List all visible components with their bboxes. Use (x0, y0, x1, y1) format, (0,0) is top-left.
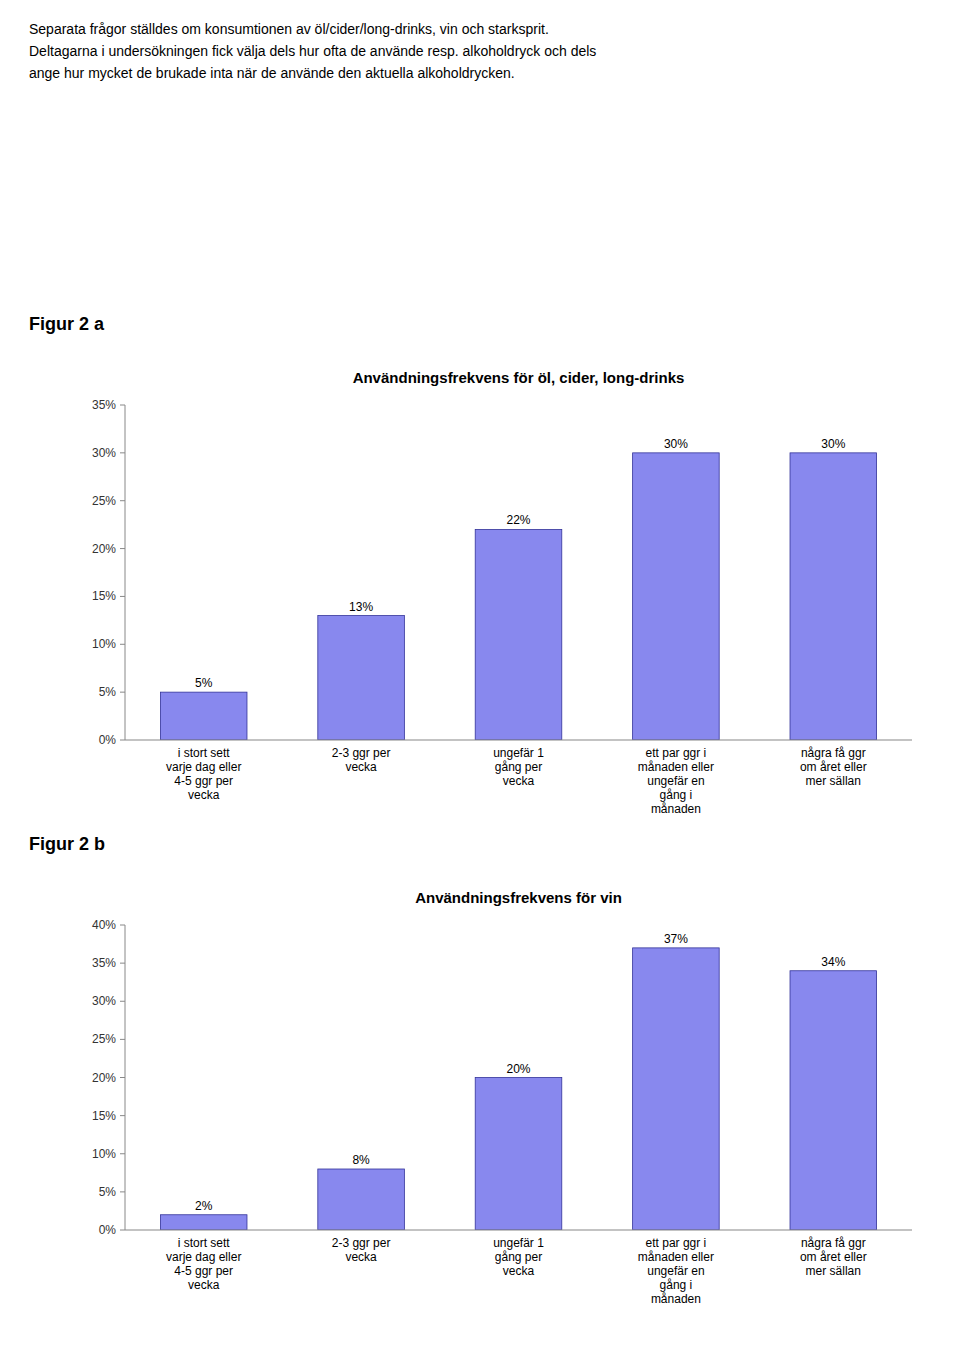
header-line: Deltagarna i undersökningen fick välja d… (29, 43, 596, 59)
y-tick-label: 5% (99, 685, 117, 699)
y-tick (120, 452, 125, 453)
y-tick-label: 40% (92, 918, 116, 932)
x-tick-label: några få ggrom året ellermer sällan (800, 746, 867, 788)
data-label: 2% (195, 1199, 213, 1213)
x-tick-label: några få ggrom året ellermer sällan (800, 1236, 867, 1278)
data-label: 30% (821, 437, 845, 451)
y-tick-label: 30% (92, 446, 116, 460)
x-tick-label: 2-3 ggr pervecka (332, 1236, 391, 1264)
y-tick (120, 1039, 125, 1040)
y-tick (120, 740, 125, 741)
y-tick-label: 15% (92, 1109, 116, 1123)
x-tick-label: ett par ggr imånaden ellerungefär engång… (638, 746, 714, 816)
bar (790, 453, 877, 740)
bar (633, 948, 720, 1230)
y-tick-label: 5% (99, 1185, 117, 1199)
y-axis (125, 925, 126, 1230)
y-tick (120, 500, 125, 501)
chart-title: Användningsfrekvens för öl, cider, long-… (353, 369, 685, 386)
y-tick-label: 30% (92, 994, 116, 1008)
page: Separata frågor ställdes om konsumtionen… (0, 0, 960, 1351)
y-tick (120, 963, 125, 964)
y-tick-label: 0% (99, 733, 117, 747)
data-label: 37% (664, 932, 688, 946)
y-tick-label: 10% (92, 1147, 116, 1161)
chart: Figur 2 b Användningsfrekvens för vin 0% 5%… (29, 834, 912, 1306)
y-tick (120, 692, 125, 693)
x-tick-label: i stort settvarje dag eller4-5 ggr perve… (166, 746, 241, 802)
data-label: 34% (821, 955, 845, 969)
y-tick (120, 644, 125, 645)
y-tick-label: 20% (92, 1071, 116, 1085)
x-tick-label: ett par ggr imånaden ellerungefär engång… (638, 1236, 714, 1306)
y-tick-label: 35% (92, 956, 116, 970)
x-axis (125, 739, 912, 740)
data-label: 5% (195, 676, 213, 690)
header-line: Separata frågor ställdes om konsumtionen… (29, 21, 549, 37)
bar (633, 453, 720, 740)
bars (160, 453, 876, 740)
y-tick-label: 25% (92, 1032, 116, 1046)
bar (475, 1078, 562, 1231)
x-tick-label: i stort settvarje dag eller4-5 ggr perve… (166, 1236, 241, 1292)
figure-label: Figur 2 b (29, 834, 105, 854)
data-label: 22% (506, 513, 530, 527)
data-label: 30% (664, 437, 688, 451)
figure-label: Figur 2 a (29, 314, 105, 334)
y-tick (120, 1115, 125, 1116)
data-label: 8% (352, 1153, 370, 1167)
y-tick (120, 1001, 125, 1002)
x-tick-label: ungefär 1gång pervecka (493, 746, 544, 788)
data-label: 13% (349, 600, 373, 614)
y-tick-label: 10% (92, 637, 116, 651)
bar (318, 1169, 405, 1230)
data-label: 20% (506, 1062, 530, 1076)
y-tick (120, 1230, 125, 1231)
bars (160, 948, 876, 1230)
bar (475, 529, 562, 740)
bar (160, 1215, 247, 1230)
y-tick-label: 0% (99, 1223, 117, 1237)
y-tick (120, 1191, 125, 1192)
chart: Figur 2 a Användningsfrekvens för öl, cid… (29, 314, 912, 816)
y-tick-label: 20% (92, 542, 116, 556)
header-line: ange hur mycket de brukade inta när de a… (29, 65, 515, 81)
x-tick-label: 2-3 ggr pervecka (332, 746, 391, 774)
bar (160, 692, 247, 740)
y-tick (120, 1077, 125, 1078)
y-tick (120, 1153, 125, 1154)
chart-title: Användningsfrekvens för vin (415, 889, 622, 906)
x-axis (125, 1229, 912, 1230)
bar (318, 616, 405, 740)
y-tick (120, 596, 125, 597)
y-tick (120, 925, 125, 926)
x-tick-label: ungefär 1gång pervecka (493, 1236, 544, 1278)
y-tick (120, 405, 125, 406)
bar (790, 971, 877, 1230)
y-axis (125, 405, 126, 740)
y-tick-label: 15% (92, 589, 116, 603)
y-tick (120, 548, 125, 549)
y-tick-label: 25% (92, 494, 116, 508)
y-tick-label: 35% (92, 398, 116, 412)
